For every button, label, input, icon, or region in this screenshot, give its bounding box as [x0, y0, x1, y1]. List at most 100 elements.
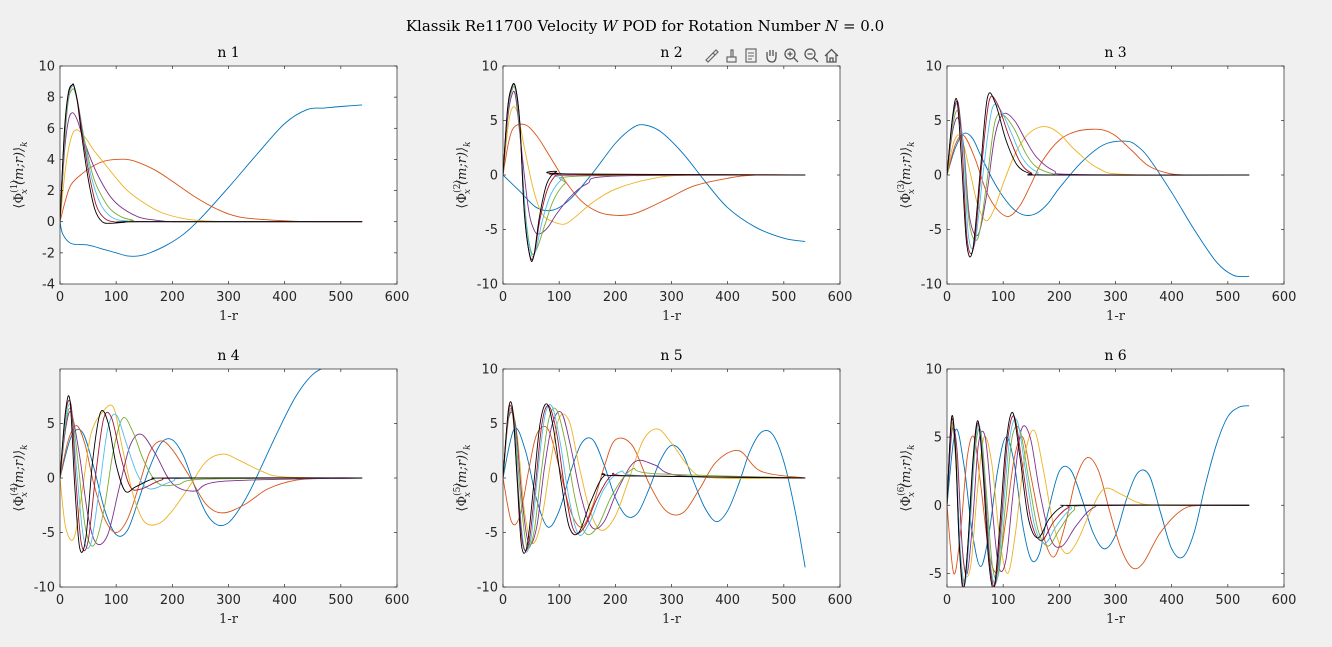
series-line-6 — [947, 418, 1250, 586]
series-line-7 — [947, 95, 1250, 254]
x-tick-label: 600 — [385, 593, 410, 608]
series-line-2 — [947, 435, 1250, 575]
x-tick-label: 600 — [828, 290, 853, 305]
x-tick-label: 0 — [499, 593, 507, 608]
series-line-3 — [60, 129, 363, 223]
series-line-2 — [503, 123, 806, 216]
y-tick-label: -10 — [34, 581, 55, 596]
axes-n5: 0 100 200 300 400 500 600 -10 -5 0 5 10 n 5 1-r ⟨Φ(5)x… — [452, 348, 852, 627]
x-axis-label: 1-r — [219, 612, 239, 627]
series-line-4 — [503, 411, 806, 545]
y-tick-label: 5 — [47, 417, 55, 432]
x-tick-label: 500 — [328, 290, 353, 305]
axes-n3: 0 100 200 300 400 500 600 -10 -5 0 5 10 n 3 1-r ⟨Φ(3)x… — [896, 45, 1296, 324]
y-tick-label: -5 — [929, 567, 942, 582]
y-tick-label: 5 — [934, 114, 942, 129]
hand-icon[interactable] — [762, 46, 781, 65]
series-group — [947, 405, 1250, 587]
series-line-5 — [60, 88, 363, 223]
pan-icon[interactable] — [742, 46, 761, 65]
x-tick-label: 200 — [160, 593, 185, 608]
y-tick-label: 10 — [38, 60, 55, 75]
zoom-in-icon[interactable] — [782, 46, 801, 65]
y-tick-label: 6 — [47, 122, 55, 137]
y-tick-label: 10 — [481, 363, 498, 378]
axes-n1: 0 100 200 300 400 500 600 -4 -2 0 2 4 6 8 10 n 1 1-r ⟨Φ(1… — [9, 45, 409, 324]
x-tick-label: 600 — [1272, 290, 1297, 305]
x-tick-label: 200 — [603, 290, 628, 305]
data-tips-icon[interactable] — [722, 46, 741, 65]
y-tick-label: 0 — [47, 215, 55, 230]
series-line-4 — [60, 411, 363, 546]
x-tick-label: 0 — [499, 290, 507, 305]
series-line-7 — [60, 399, 363, 552]
x-tick-label: 100 — [547, 290, 572, 305]
x-tick-label: 400 — [1159, 290, 1184, 305]
y-tick-label: 10 — [925, 60, 942, 75]
series-line-2 — [503, 425, 806, 528]
x-tick-label: 0 — [943, 593, 951, 608]
series-group — [503, 401, 806, 568]
x-tick-label: 200 — [160, 290, 185, 305]
home-icon[interactable] — [822, 46, 841, 65]
series-line-8 — [503, 83, 806, 262]
y-tick-label: 5 — [490, 417, 498, 432]
series-line-1 — [503, 427, 806, 568]
y-tick-label: -5 — [42, 526, 55, 541]
x-axis-label: 1-r — [1106, 612, 1126, 627]
x-tick-label: 400 — [715, 593, 740, 608]
axes-title: n 5 — [660, 348, 682, 364]
axes-n2: 0 100 200 300 400 500 600 -10 -5 0 5 10 n 2 1-r ⟨Φ(2)x… — [452, 45, 852, 324]
x-axis-label: 1-r — [662, 309, 682, 324]
series-line-6 — [503, 404, 806, 553]
x-axis-label: 1-r — [662, 612, 682, 627]
series-line-6 — [60, 84, 363, 223]
series-line-5 — [503, 407, 806, 549]
axes-title: n 3 — [1104, 45, 1126, 61]
axes-title: n 4 — [217, 348, 239, 364]
x-tick-label: 400 — [715, 290, 740, 305]
series-group — [60, 83, 363, 257]
x-tick-label: 100 — [104, 593, 129, 608]
x-tick-label: 100 — [104, 290, 129, 305]
series-line-1 — [60, 104, 363, 257]
series-line-5 — [503, 86, 806, 255]
axes-title: n 2 — [660, 45, 682, 61]
axes-n4: 0 100 200 300 400 500 600 -10 -5 0 5 n 4 1-r ⟨Φ(4)x(m… — [9, 348, 409, 627]
series-line-1 — [947, 132, 1250, 278]
x-tick-label: 0 — [56, 593, 64, 608]
x-tick-label: 400 — [1159, 593, 1184, 608]
x-tick-label: 300 — [216, 593, 241, 608]
zoom-out-icon[interactable] — [802, 46, 821, 65]
series-line-2 — [947, 128, 1250, 217]
y-tick-label: 0 — [490, 472, 498, 487]
series-group — [60, 369, 363, 553]
y-tick-label: -10 — [477, 581, 498, 596]
y-axis-label: ⟨Φ(1)x(m;r)⟩k — [9, 141, 30, 208]
axes-title: n 6 — [1104, 348, 1126, 364]
x-tick-label: 400 — [272, 290, 297, 305]
series-line-4 — [503, 90, 806, 235]
x-tick-label: 0 — [56, 290, 64, 305]
series-line-2 — [60, 158, 363, 223]
y-tick-label: 5 — [490, 114, 498, 129]
series-line-3 — [503, 106, 806, 225]
x-axis-label: 1-r — [219, 309, 239, 324]
series-line-8 — [503, 401, 806, 554]
y-tick-label: 5 — [934, 431, 942, 446]
x-tick-label: 100 — [991, 290, 1016, 305]
x-tick-label: 200 — [603, 593, 628, 608]
y-tick-label: 0 — [934, 499, 942, 514]
x-tick-label: 600 — [828, 593, 853, 608]
y-tick-label: -5 — [485, 223, 498, 238]
x-tick-label: 600 — [385, 290, 410, 305]
series-line-8 — [60, 83, 363, 224]
y-axis-label: ⟨Φ(3)x(m;r)⟩k — [896, 141, 917, 208]
series-line-5 — [60, 407, 363, 547]
x-tick-label: 300 — [1103, 290, 1128, 305]
brush-icon[interactable] — [702, 46, 721, 65]
plot-area — [60, 66, 397, 284]
x-tick-label: 500 — [1215, 290, 1240, 305]
